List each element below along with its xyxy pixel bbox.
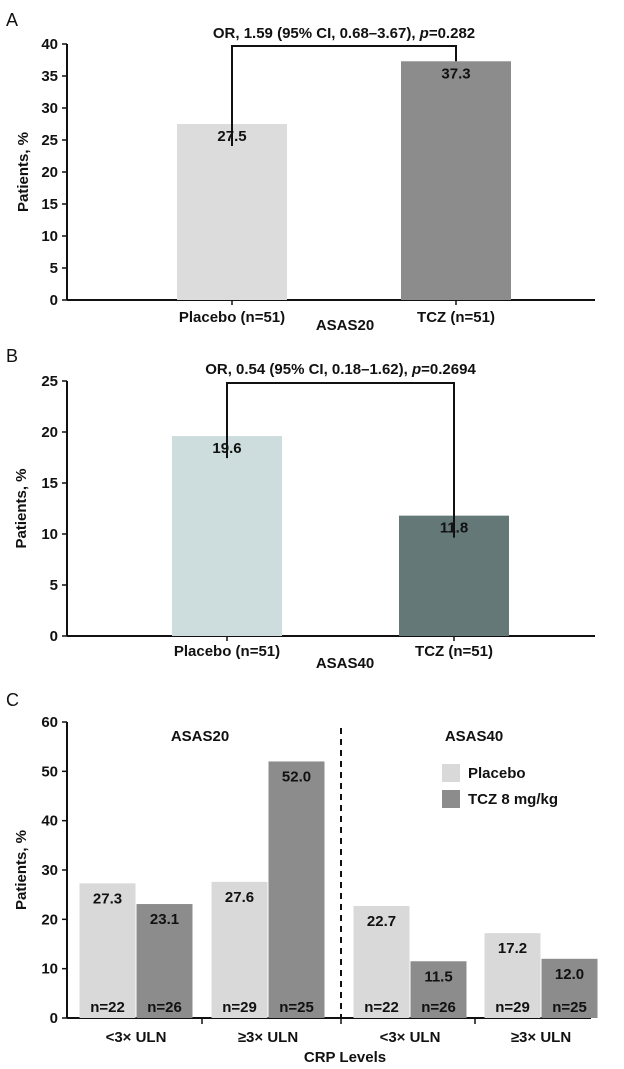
- x-category-label: Placebo (n=51): [174, 643, 280, 660]
- y-tick-label: 30: [41, 862, 58, 879]
- panel-letter: A: [6, 10, 18, 30]
- y-tick-label: 0: [50, 1010, 58, 1027]
- bar-value-label: 37.3: [441, 65, 470, 82]
- bar: [177, 124, 287, 300]
- panel-letter: C: [6, 690, 19, 710]
- y-tick-label: 35: [41, 68, 58, 85]
- y-tick-label: 10: [41, 526, 58, 543]
- y-axis-title: Patients, %: [13, 468, 30, 548]
- comparison-bracket: [226, 382, 455, 538]
- bar-value-label: 52.0: [282, 768, 311, 785]
- bar-value-label: 27.6: [225, 889, 254, 906]
- y-axis-title: Patients, %: [15, 132, 32, 212]
- y-tick-label: 40: [41, 813, 58, 830]
- bar: [79, 883, 136, 1018]
- y-tick-label: 0: [50, 628, 58, 645]
- bar-value-label: 23.1: [150, 911, 179, 928]
- annotation-suffix: =0.2694: [421, 361, 476, 378]
- bar: [401, 61, 511, 300]
- odds-ratio-annotation: OR, 1.59 (95% CI, 0.68–3.67), p=0.282: [213, 25, 475, 42]
- annotation-p-symbol: p: [419, 25, 429, 42]
- bar-n-label: n=26: [147, 999, 182, 1016]
- annotation-p-symbol: p: [411, 361, 421, 378]
- bar-n-label: n=26: [421, 999, 456, 1016]
- y-tick-label: 50: [41, 763, 58, 780]
- legend-swatch: [442, 764, 460, 782]
- bar: [268, 761, 325, 1018]
- y-tick-label: 20: [41, 424, 58, 441]
- legend-label: TCZ 8 mg/kg: [468, 791, 558, 808]
- x-category-label: ≥3× ULN: [511, 1029, 571, 1046]
- y-tick-label: 25: [41, 132, 58, 149]
- bar: [541, 958, 598, 1018]
- bar: [410, 961, 467, 1018]
- x-category-label: <3× ULN: [380, 1029, 441, 1046]
- y-tick-label: 15: [41, 475, 58, 492]
- annotation-prefix: OR, 1.59 (95% CI, 0.68–3.67),: [213, 25, 420, 42]
- y-tick-label: 25: [41, 373, 58, 390]
- x-category-label: TCZ (n=51): [415, 643, 493, 660]
- y-tick-label: 5: [50, 577, 58, 594]
- group-title: ASAS40: [445, 728, 503, 745]
- group-title: ASAS20: [171, 728, 229, 745]
- panel-letter: B: [6, 346, 18, 366]
- bar-n-label: n=29: [222, 999, 257, 1016]
- bar-n-label: n=22: [90, 999, 125, 1016]
- bar-value-label: 22.7: [367, 913, 396, 930]
- bar: [136, 904, 193, 1018]
- x-category-label: TCZ (n=51): [417, 309, 495, 326]
- y-tick-label: 40: [41, 36, 58, 53]
- bar: [211, 881, 268, 1018]
- annotation-prefix: OR, 0.54 (95% CI, 0.18–1.62),: [205, 361, 412, 378]
- comparison-bracket: [231, 45, 457, 146]
- bar-value-label: 27.3: [93, 890, 122, 907]
- y-tick-label: 10: [41, 961, 58, 978]
- y-tick-label: 10: [41, 228, 58, 245]
- bar-value-label: 17.2: [498, 940, 527, 957]
- x-category-label: ≥3× ULN: [238, 1029, 298, 1046]
- bar: [484, 933, 541, 1018]
- y-tick-label: 20: [41, 164, 58, 181]
- y-tick-label: 5: [50, 260, 58, 277]
- x-category-label: <3× ULN: [106, 1029, 167, 1046]
- legend-label: Placebo: [468, 765, 526, 782]
- legend-swatch: [442, 790, 460, 808]
- bar-n-label: n=29: [495, 999, 530, 1016]
- bar-n-label: n=25: [279, 999, 314, 1016]
- bar-value-label: 11.5: [424, 968, 452, 985]
- x-axis-title: CRP Levels: [304, 1049, 386, 1066]
- y-tick-label: 30: [41, 100, 58, 117]
- y-axis-title: Patients, %: [13, 830, 30, 910]
- odds-ratio-annotation: OR, 0.54 (95% CI, 0.18–1.62), p=0.2694: [205, 361, 476, 378]
- y-tick-label: 20: [41, 911, 58, 928]
- bar-value-label: 12.0: [555, 966, 584, 983]
- y-tick-label: 60: [41, 714, 58, 731]
- bar: [172, 436, 282, 636]
- bar-n-label: n=25: [552, 999, 587, 1016]
- x-category-label: Placebo (n=51): [179, 309, 285, 326]
- x-axis-title: ASAS40: [316, 655, 374, 672]
- x-axis-title: ASAS20: [316, 317, 374, 334]
- bar: [353, 906, 410, 1018]
- y-tick-label: 0: [50, 292, 58, 309]
- y-tick-label: 15: [41, 196, 58, 213]
- bar-n-label: n=22: [364, 999, 399, 1016]
- annotation-suffix: =0.282: [429, 25, 475, 42]
